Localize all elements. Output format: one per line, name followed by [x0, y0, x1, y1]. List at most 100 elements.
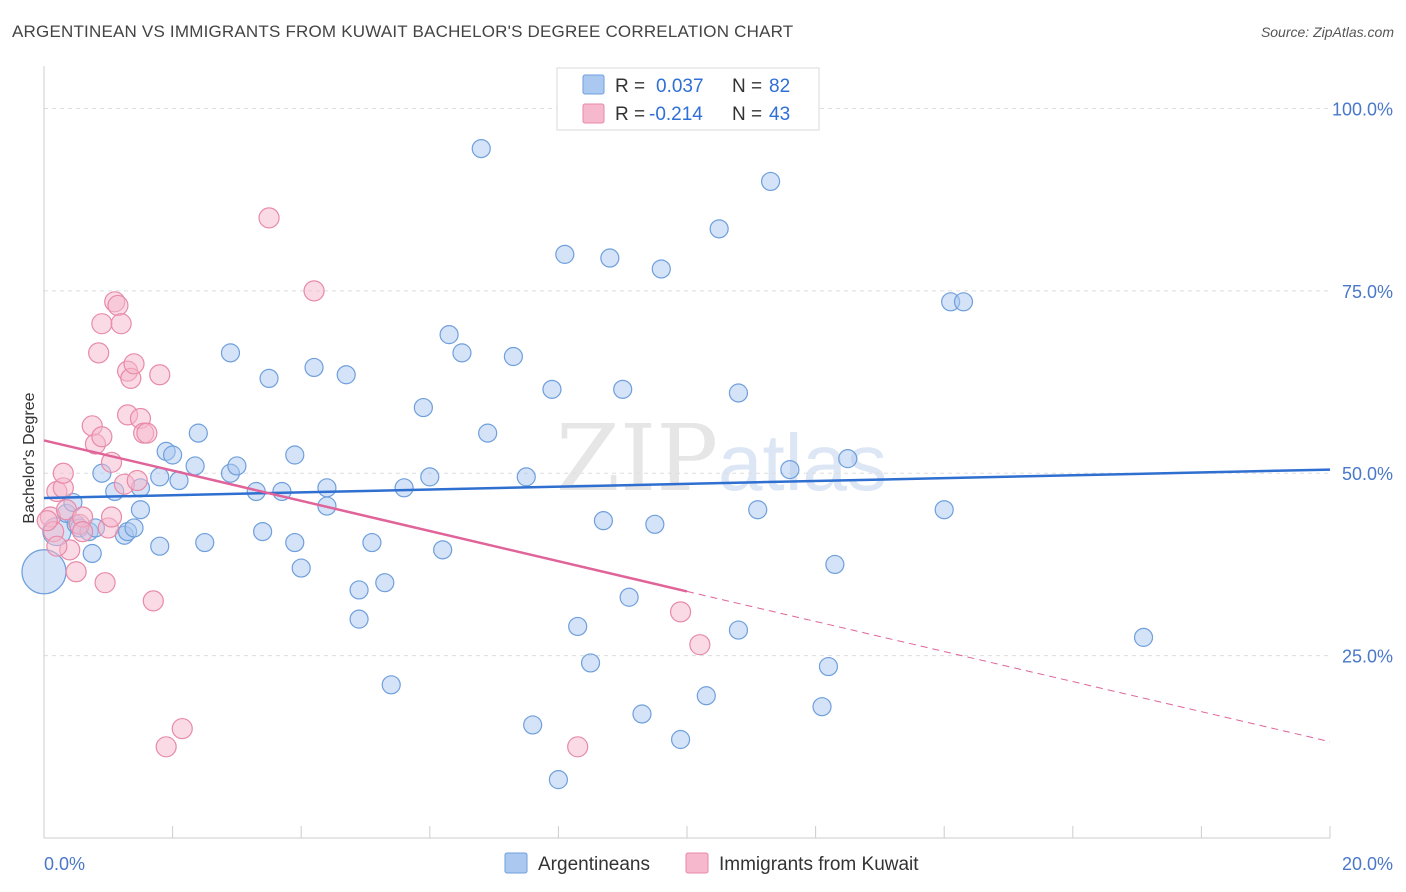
data-point [110, 313, 132, 335]
watermark-zip: ZIP [556, 405, 718, 512]
data-point [149, 364, 171, 386]
data-point [818, 656, 839, 677]
data-point [259, 368, 279, 388]
source-label: Source: ZipAtlas.com [1260, 24, 1394, 40]
legend-r-label-2: R = [615, 104, 645, 125]
data-point [36, 510, 58, 532]
data-point [136, 422, 158, 444]
data-point [150, 536, 170, 556]
data-point [613, 379, 633, 399]
legend-n-value-2: 43 [769, 104, 790, 125]
y-tick-label-50: 50.0% [1342, 464, 1393, 484]
y-tick-label-100: 100.0% [1332, 99, 1393, 119]
y-tick-label-25: 25.0% [1342, 647, 1393, 667]
data-point [600, 248, 620, 268]
data-point [171, 717, 193, 740]
legend-n-label-2: N = [732, 104, 762, 125]
data-point [142, 590, 164, 612]
data-point [82, 543, 102, 564]
data-point [728, 383, 749, 403]
data-point [126, 469, 148, 492]
data-point [580, 653, 601, 673]
x-tick-label-min: 0.0% [44, 854, 85, 874]
data-point [568, 616, 588, 637]
data-point [645, 514, 665, 534]
data-point [91, 313, 113, 335]
series-kuwait [36, 207, 711, 758]
data-point [934, 500, 954, 520]
data-point [291, 558, 311, 578]
data-point [669, 601, 692, 623]
data-point [709, 219, 729, 239]
data-point [91, 426, 113, 448]
data-point [349, 580, 369, 600]
data-point [185, 456, 205, 476]
bottom-legend-swatch-pink [685, 852, 709, 874]
data-point [227, 456, 247, 476]
data-point [258, 207, 280, 229]
data-point [381, 675, 401, 695]
y-tick-label-75: 75.0% [1342, 282, 1393, 302]
data-point [317, 478, 337, 498]
data-point [760, 171, 781, 192]
bottom-legend-swatch-blue [504, 852, 528, 874]
data-point [124, 518, 144, 538]
data-point [163, 445, 183, 465]
legend-r-value-2: -0.214 [649, 104, 703, 125]
data-point [253, 521, 273, 542]
data-point [696, 686, 716, 706]
data-point [651, 259, 671, 279]
trend-line-kuwait-extension [686, 590, 1331, 743]
trend-line-argentineans [43, 468, 1331, 500]
data-point [619, 587, 639, 607]
data-point [46, 535, 68, 557]
data-point [155, 736, 177, 758]
data-point [394, 478, 414, 498]
data-point [362, 532, 382, 553]
data-point [812, 697, 832, 717]
data-point [471, 139, 491, 159]
data-point [689, 634, 711, 656]
legend-swatch-blue [582, 74, 605, 95]
data-point [413, 397, 433, 418]
data-point [94, 572, 116, 594]
data-point [336, 365, 356, 385]
data-point [188, 423, 208, 443]
legend-swatch-pink [582, 103, 605, 124]
legend-r-label-1: R = [615, 76, 645, 97]
bottom-legend-label-1: Argentineans [538, 854, 650, 875]
data-point [150, 467, 170, 487]
data-point [420, 467, 440, 487]
chart-title: ARGENTINEAN VS IMMIGRANTS FROM KUWAIT BA… [12, 22, 794, 41]
data-point [452, 343, 472, 363]
data-point [195, 532, 215, 553]
data-point [1133, 627, 1154, 647]
data-point [632, 704, 652, 724]
trend-lines [43, 439, 1331, 743]
data-point [780, 459, 800, 480]
data-point [123, 353, 145, 375]
data-point [670, 729, 691, 750]
legend-n-label-1: N = [732, 76, 762, 97]
data-point [593, 511, 614, 531]
data-point [433, 540, 453, 560]
data-point [107, 294, 129, 317]
data-point [303, 280, 325, 302]
data-point [349, 609, 369, 629]
data-point [65, 561, 87, 583]
bottom-legend-label-2: Immigrants from Kuwait [719, 854, 919, 875]
tick-labels: 25.0% 50.0% 75.0% 100.0% 0.0% 20.0% [44, 99, 1393, 874]
data-point [953, 292, 974, 312]
data-point [130, 500, 151, 520]
data-point [52, 462, 74, 484]
data-point [285, 445, 305, 465]
data-point [825, 554, 845, 575]
legend-n-value-1: 82 [769, 76, 790, 97]
watermark-atlas: atlas [718, 418, 887, 507]
data-point [567, 736, 589, 758]
legend-r-value-1: 0.037 [656, 76, 704, 97]
data-point [523, 715, 543, 735]
data-point [838, 449, 858, 469]
x-tick-label-max: 20.0% [1342, 854, 1393, 874]
